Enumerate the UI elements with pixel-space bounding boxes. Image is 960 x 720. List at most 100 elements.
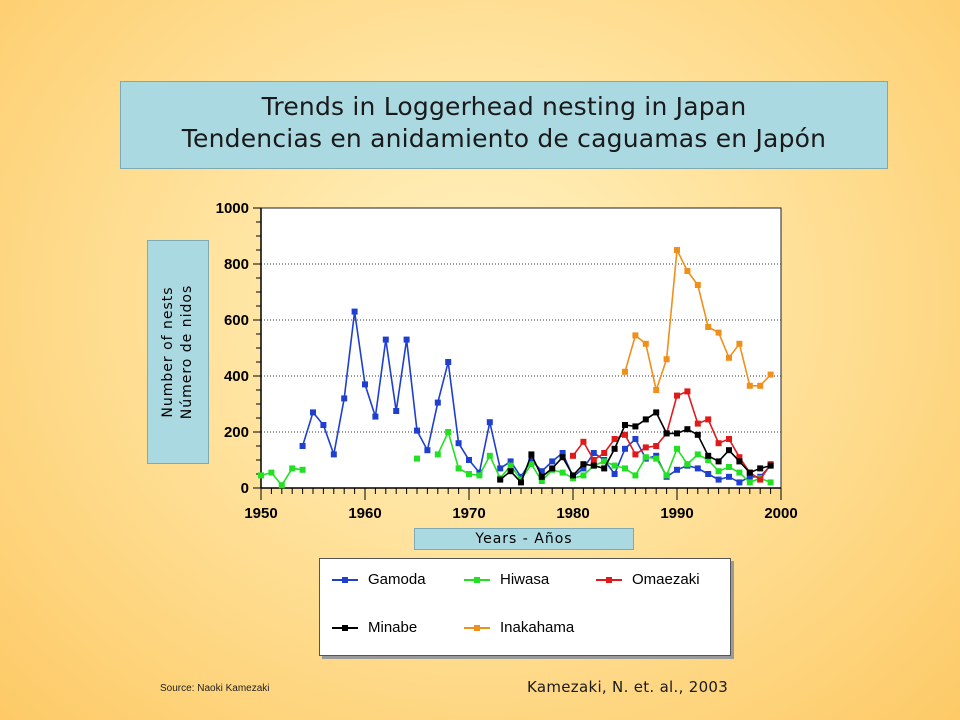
data-point-omaezaki — [694, 420, 701, 427]
data-point-gamoda — [497, 465, 504, 472]
data-point-gamoda — [330, 451, 337, 458]
data-point-hiwasa — [746, 479, 753, 486]
data-point-hiwasa — [299, 466, 306, 473]
y-tick-label: 400 — [224, 368, 249, 385]
data-point-minabe — [590, 462, 597, 469]
data-point-minabe — [694, 431, 701, 438]
y-tick-label: 200 — [224, 424, 249, 441]
data-point-hiwasa — [528, 461, 535, 468]
data-point-hiwasa — [507, 462, 514, 469]
data-point-gamoda — [611, 471, 618, 477]
legend-item-hiwasa: Hiwasa — [464, 571, 549, 588]
legend-item-inakahama: Inakahama — [464, 619, 574, 636]
data-point-minabe — [538, 473, 545, 480]
data-point-hiwasa — [258, 472, 264, 479]
data-point-hiwasa — [486, 452, 493, 459]
data-point-hiwasa — [715, 468, 722, 475]
data-point-inakahama — [767, 371, 774, 378]
data-point-inakahama — [705, 324, 712, 330]
data-point-inakahama — [757, 382, 764, 389]
data-point-inakahama — [632, 332, 639, 339]
data-point-inakahama — [684, 268, 691, 274]
legend-label-hiwasa: Hiwasa — [500, 571, 550, 588]
data-point-hiwasa — [580, 472, 587, 479]
x-tick-label: 1970 — [452, 505, 485, 522]
data-point-hiwasa — [278, 482, 285, 489]
data-point-inakahama — [674, 247, 680, 253]
data-point-gamoda — [362, 381, 368, 388]
x-tick-label: 1950 — [244, 505, 277, 522]
data-point-hiwasa — [559, 469, 566, 476]
data-point-minabe — [601, 465, 608, 472]
data-point-inakahama — [663, 356, 670, 363]
chart-legend: Gamoda Hiwasa Omaezaki Minabe Inakahama — [319, 558, 731, 656]
data-point-minabe — [684, 426, 691, 433]
data-point-hiwasa — [642, 454, 649, 461]
data-point-minabe — [736, 458, 743, 465]
data-point-omaezaki — [570, 452, 576, 459]
data-point-minabe — [497, 476, 504, 483]
data-point-minabe — [746, 469, 753, 476]
data-point-gamoda — [486, 419, 493, 426]
data-point-gamoda — [372, 413, 379, 420]
x-tick-label: 1980 — [556, 505, 589, 522]
data-point-gamoda — [424, 447, 431, 454]
data-point-gamoda — [434, 399, 441, 406]
data-point-omaezaki — [611, 436, 618, 442]
data-point-gamoda — [466, 457, 472, 463]
data-point-hiwasa — [445, 429, 452, 435]
data-point-gamoda — [559, 450, 566, 456]
data-point-omaezaki — [736, 454, 743, 461]
data-point-gamoda — [393, 408, 400, 414]
data-point-omaezaki — [726, 436, 732, 442]
data-point-inakahama — [726, 354, 732, 361]
chart-title-english: Trends in Loggerhead nesting in Japan — [261, 92, 747, 121]
data-point-gamoda — [549, 458, 556, 465]
legend-swatch-inakahama — [464, 623, 490, 633]
legend-item-gamoda: Gamoda — [332, 571, 426, 588]
data-point-omaezaki — [590, 457, 597, 463]
y-tick-label: 800 — [224, 256, 249, 273]
legend-item-omaezaki: Omaezaki — [596, 571, 700, 588]
data-point-hiwasa — [653, 455, 660, 462]
data-point-gamoda — [310, 409, 316, 416]
data-point-minabe — [674, 430, 680, 437]
data-point-omaezaki — [653, 443, 660, 449]
data-point-minabe — [653, 409, 660, 416]
data-point-inakahama — [622, 368, 628, 375]
data-point-hiwasa — [705, 457, 712, 463]
citation: Kamezaki, N. et. al., 2003 — [527, 678, 729, 696]
legend-label-omaezaki: Omaezaki — [632, 571, 700, 588]
data-point-minabe — [507, 468, 514, 475]
source-credit: Source: Naoki Kamezaki — [160, 683, 270, 694]
data-point-inakahama — [746, 382, 753, 389]
data-point-gamoda — [455, 440, 462, 447]
data-point-minabe — [611, 445, 618, 452]
y-tick-label: 1000 — [216, 200, 249, 217]
data-point-hiwasa — [726, 464, 732, 470]
data-point-gamoda — [403, 336, 410, 343]
data-point-omaezaki — [684, 388, 691, 395]
legend-item-minabe: Minabe — [332, 619, 417, 636]
data-point-minabe — [663, 430, 670, 437]
data-point-gamoda — [538, 468, 545, 475]
y-tick-label: 0 — [241, 480, 249, 497]
data-point-hiwasa — [611, 462, 618, 469]
data-point-hiwasa — [466, 471, 472, 477]
data-point-gamoda — [705, 471, 712, 477]
data-point-gamoda — [674, 466, 680, 473]
data-point-gamoda — [590, 450, 597, 456]
data-point-omaezaki — [580, 438, 587, 445]
data-point-omaezaki — [622, 431, 628, 438]
data-point-minabe — [622, 422, 628, 428]
data-point-minabe — [528, 451, 535, 458]
data-point-omaezaki — [757, 476, 764, 483]
data-point-gamoda — [382, 336, 389, 343]
data-point-minabe — [726, 447, 732, 454]
plot-area — [260, 207, 782, 489]
y-tick-label: 600 — [224, 312, 249, 329]
data-point-gamoda — [445, 359, 452, 365]
data-point-gamoda — [746, 473, 753, 480]
data-point-omaezaki — [674, 392, 680, 399]
